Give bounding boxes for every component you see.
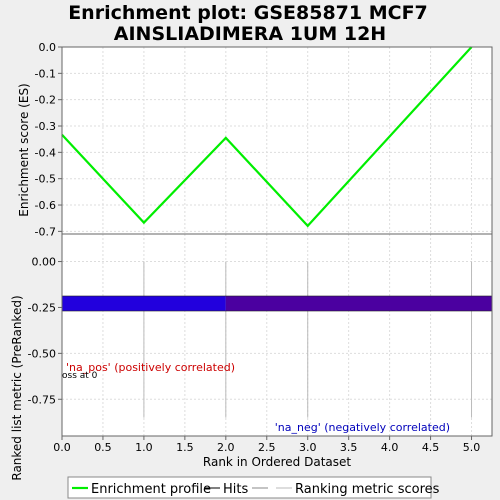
x-tick-label: 1.5 xyxy=(176,441,194,454)
x-tick-label: 5.0 xyxy=(463,441,481,454)
chart-title-line-2: AINSLIADIMERA 1UM 12H xyxy=(114,23,386,45)
ranking-panel-background xyxy=(62,234,492,436)
enrichment-y-axis-label: Enrichment score (ES) xyxy=(17,83,31,216)
enrichment-y-tick-label: -0.1 xyxy=(35,67,56,80)
legend-label: Ranking metric scores xyxy=(295,482,440,497)
enrichment-y-tick-label: -0.6 xyxy=(35,199,56,212)
enrichment-y-tick-label: -0.5 xyxy=(35,173,56,186)
x-tick-label: 4.5 xyxy=(422,441,440,454)
legend-box xyxy=(67,476,432,499)
ranking-color-bar xyxy=(61,295,493,312)
ranking-y-tick-label: 0.00 xyxy=(32,256,57,269)
legend-label: Enrichment profile xyxy=(91,482,211,497)
ranking-y-tick-label: -0.50 xyxy=(28,347,56,360)
positive-correlation-label: 'na_pos' (positively correlated) xyxy=(66,361,235,374)
enrichment-y-tick-label: -0.4 xyxy=(35,146,56,159)
chart-title-line-1: Enrichment plot: GSE85871 MCF7 xyxy=(68,2,428,24)
ranking-panel-frame xyxy=(61,233,493,437)
enrichment-y-tick-label: -0.3 xyxy=(35,120,56,133)
legend-label: Hits xyxy=(223,482,248,497)
ranking-y-tick-label: -0.25 xyxy=(28,301,56,314)
x-axis-label: Rank in Ordered Dataset xyxy=(203,455,351,469)
enrichment-panel-background xyxy=(62,47,492,234)
color-bar-segment xyxy=(225,296,493,311)
zero-cross-label: oss at 0 xyxy=(62,371,98,381)
x-axis-ticks: 0.0 0.5 1.0 1.5 2.0 2.5 3.0 3.5 4.0 4.5 5.0 xyxy=(53,436,480,454)
x-tick-label: 2.0 xyxy=(217,441,235,454)
ranking-y-tick-label: -0.75 xyxy=(28,393,56,406)
enrichment-y-tick-label: 0.0 xyxy=(39,41,57,54)
x-tick-label: 2.5 xyxy=(258,441,276,454)
enrichment-y-ticks: 0.0 -0.1 -0.2 -0.3 -0.4 -0.5 -0.6 -0.7 xyxy=(35,41,62,238)
ranking-y-axis-label: Ranked list metric (PreRanked) xyxy=(10,295,24,480)
color-bar-segment xyxy=(62,296,226,311)
negative-correlation-label: 'na_neg' (negatively correlated) xyxy=(275,421,450,434)
enrichment-profile-line xyxy=(61,46,473,228)
x-tick-label: 3.0 xyxy=(299,441,317,454)
x-tick-label: 0.0 xyxy=(53,441,71,454)
enrichment-y-tick-label: -0.2 xyxy=(35,94,56,107)
ranking-y-ticks: 0.00 -0.25 -0.50 -0.75 xyxy=(28,256,62,406)
x-tick-label: 0.5 xyxy=(94,441,112,454)
enrichment-y-tick-label: -0.7 xyxy=(35,225,56,238)
legend: Enrichment profile Hits Ranking metric sco… xyxy=(67,476,440,499)
ranking-metric-lines xyxy=(143,261,473,418)
x-tick-label: 1.0 xyxy=(135,441,153,454)
x-tick-label: 3.5 xyxy=(340,441,358,454)
x-tick-label: 4.0 xyxy=(381,441,399,454)
